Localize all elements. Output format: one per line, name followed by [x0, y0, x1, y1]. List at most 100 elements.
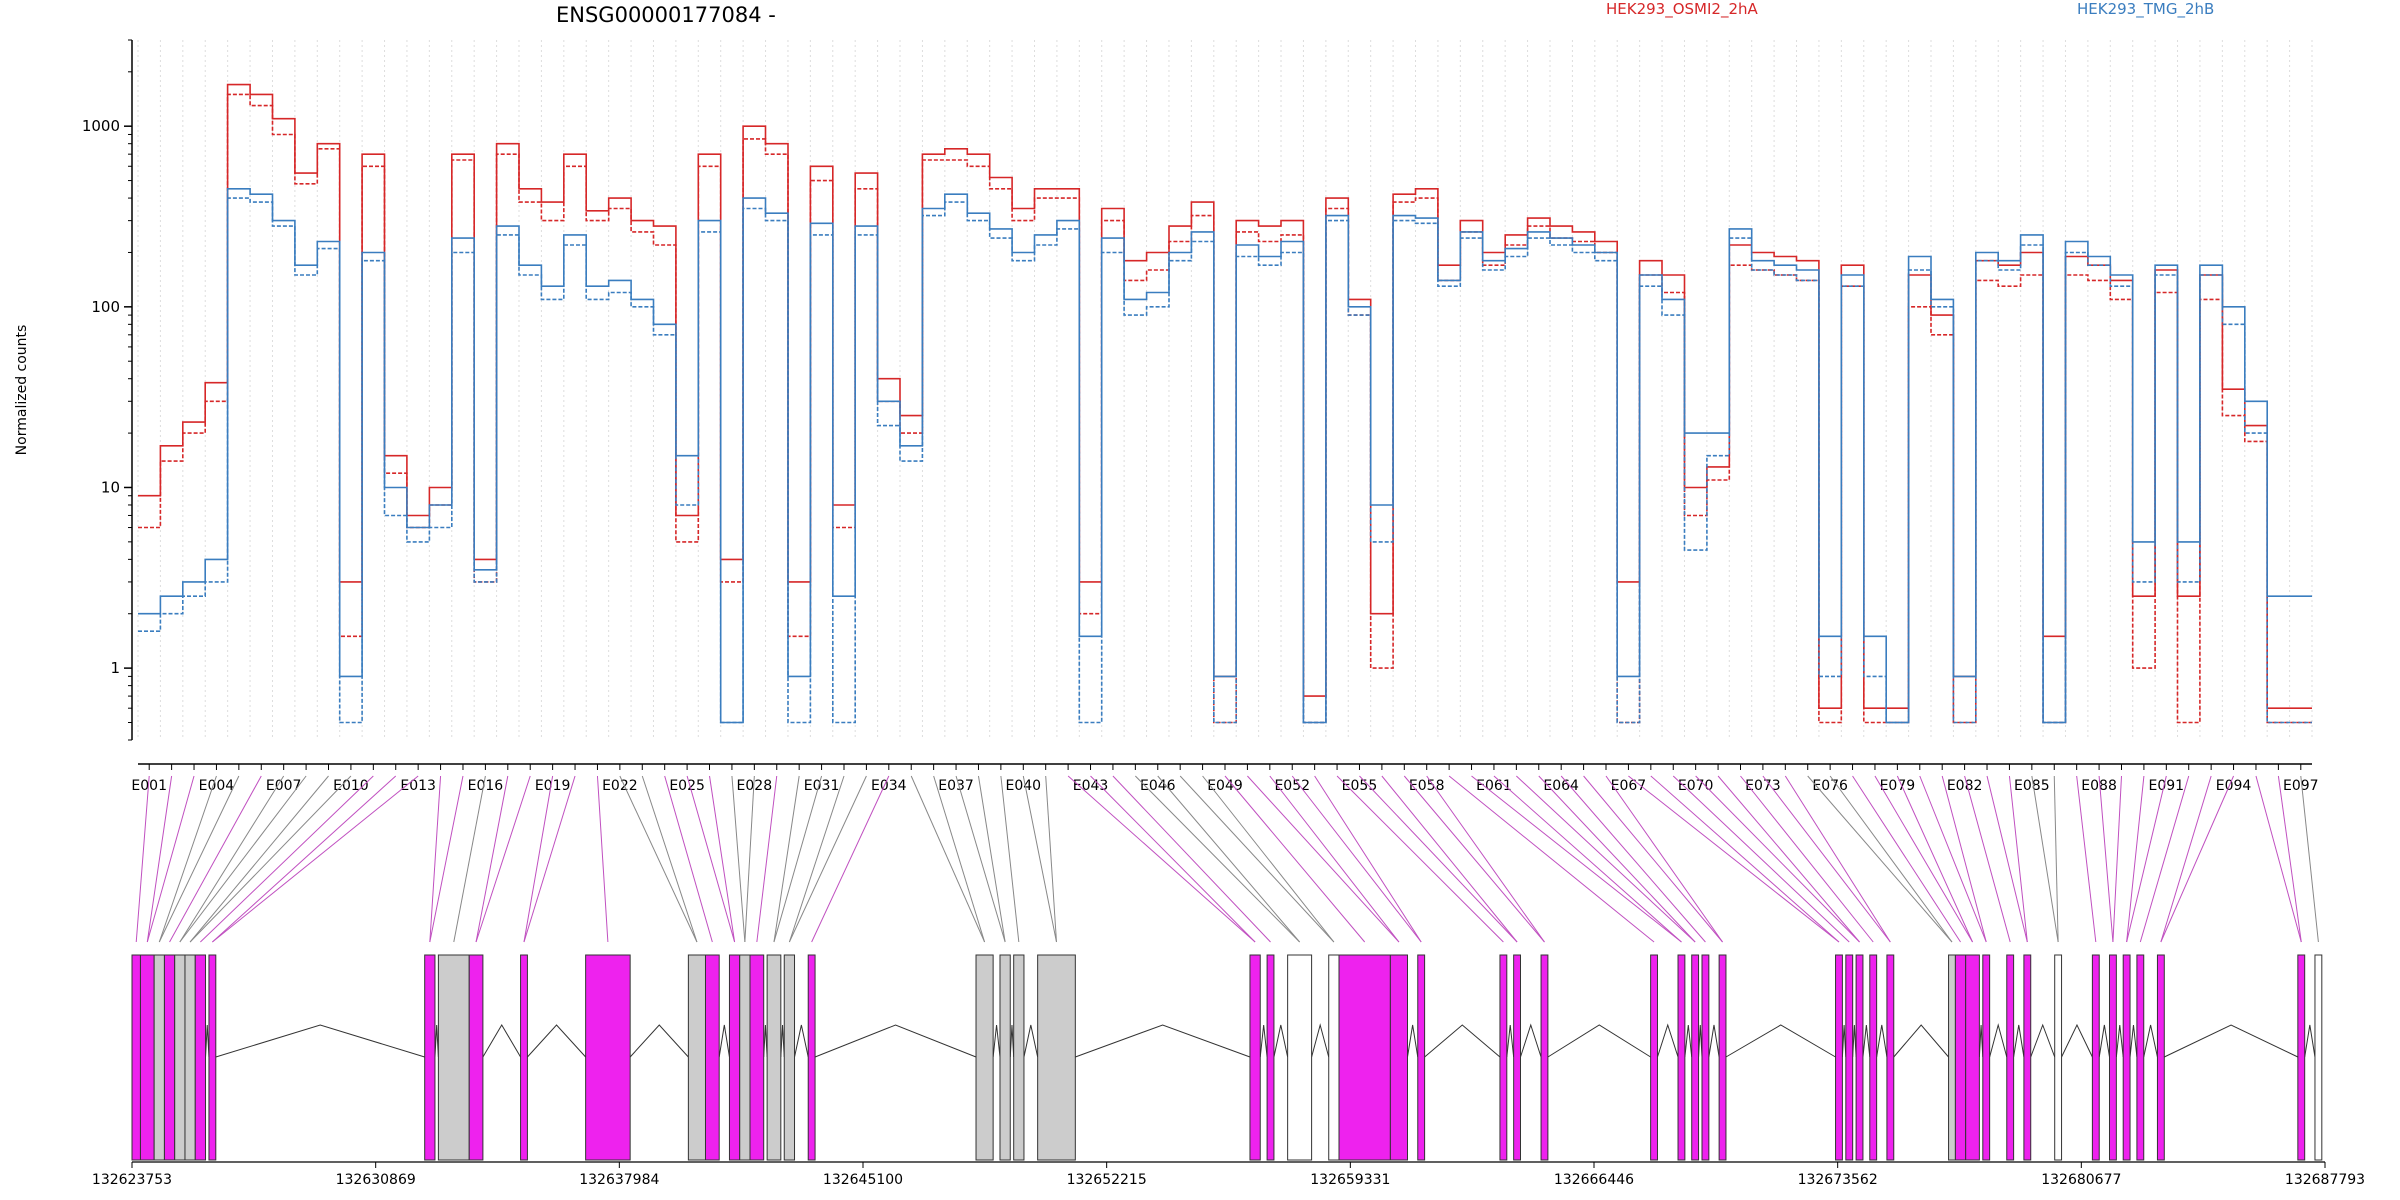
intron-line — [1009, 1024, 1015, 1058]
connector-line — [773, 775, 823, 943]
connector-line — [910, 775, 986, 943]
x-tick-label: E097 — [2283, 778, 2319, 794]
connector-line — [2300, 775, 2319, 943]
connector-line — [596, 775, 609, 943]
exon-box — [2023, 954, 2032, 1161]
intron-line — [1725, 1024, 1836, 1058]
exon-box — [174, 954, 186, 1161]
connector-line — [1157, 775, 1301, 943]
connector-line — [2160, 775, 2235, 943]
y-tick-label: 10 — [101, 478, 120, 496]
connector-line — [2112, 775, 2122, 943]
intron-line — [1520, 1023, 1542, 1058]
intron-line — [718, 1024, 730, 1058]
intron-line — [1989, 1023, 2008, 1058]
intron-line — [629, 1024, 689, 1058]
x-tick-label: E025 — [669, 778, 705, 794]
intron-line — [2061, 1023, 2093, 1058]
connector-line — [189, 775, 352, 943]
connector-line — [1022, 775, 1057, 943]
exon-box — [1845, 954, 1854, 1161]
series-line — [138, 93, 2312, 724]
connector-line — [169, 775, 262, 943]
x-tick-label: E016 — [468, 778, 504, 794]
y-axis-label: Normalized counts — [14, 325, 30, 456]
connector-line — [1740, 775, 1874, 943]
grid-lines — [137, 40, 2313, 740]
exon-box — [468, 954, 484, 1161]
exon-box — [1540, 954, 1549, 1161]
intron-line — [2304, 1024, 2316, 1058]
coord-tick-label: 132687793 — [2285, 1172, 2365, 1188]
coord-tick-label: 132680677 — [2041, 1172, 2121, 1188]
exon-box — [1982, 954, 1991, 1161]
connector-line — [955, 775, 1006, 943]
x-axis: E001 E004 E007 E010 E013 E016 E019 E022 E025 E028… — [131, 763, 2319, 794]
exon-box — [131, 954, 141, 1161]
connector-line — [619, 775, 698, 943]
exon-box — [2109, 954, 2117, 1161]
connector-line — [664, 775, 713, 943]
intron-line — [215, 1024, 425, 1058]
series-line — [138, 197, 2312, 724]
connector-line — [200, 775, 374, 943]
intron-line — [1841, 1024, 1847, 1058]
connector-line — [1852, 775, 1961, 943]
exon-box — [139, 954, 155, 1161]
exon-box — [1965, 954, 1980, 1161]
intron-line — [1657, 1023, 1679, 1058]
connector-line — [1493, 775, 1682, 943]
connector-line — [1650, 775, 1840, 943]
intron-line — [1547, 1024, 1651, 1058]
intron-line — [1023, 1024, 1039, 1058]
x-tick-label: E049 — [1207, 778, 1243, 794]
connector-line — [933, 775, 986, 943]
x-tick-label: E073 — [1745, 778, 1781, 794]
exon-box — [1499, 954, 1508, 1161]
x-tick-label: E094 — [2216, 778, 2252, 794]
connector-line — [1202, 775, 1335, 943]
connector-line — [1583, 775, 1723, 943]
intron-line — [780, 1024, 785, 1058]
connector-line — [212, 775, 419, 943]
connector-line — [1784, 775, 1891, 943]
connector-line — [2277, 775, 2302, 943]
x-tick-label: E061 — [1476, 778, 1512, 794]
connector-line — [1829, 775, 1953, 943]
connector-line — [2053, 775, 2059, 943]
connector-line — [2098, 775, 2114, 943]
intron-line — [1407, 1024, 1419, 1058]
x-tick-label: E091 — [2149, 778, 2185, 794]
connector-line — [1291, 775, 1422, 943]
connector-line — [1762, 775, 1891, 943]
connector-line — [709, 775, 736, 943]
connector-line — [2139, 775, 2190, 943]
exon-box — [184, 954, 196, 1161]
connector-line — [179, 775, 285, 943]
connector-line — [2008, 775, 2028, 943]
connector-line — [523, 775, 554, 943]
intron-line — [814, 1024, 977, 1058]
x-tick-label: E040 — [1005, 778, 1041, 794]
connector-line — [1538, 775, 1696, 943]
exon-box — [1417, 954, 1426, 1161]
exon-box — [424, 954, 436, 1161]
connector-line — [773, 775, 800, 943]
connector-line — [1896, 775, 1973, 943]
exon-box — [1855, 954, 1864, 1161]
exon-box — [1650, 954, 1658, 1161]
exon-box — [2136, 954, 2145, 1161]
connector-line — [788, 775, 867, 943]
x-tick-label: E058 — [1409, 778, 1445, 794]
x-tick-label: E001 — [131, 778, 167, 794]
exon-box — [1701, 954, 1710, 1161]
intron-line — [1075, 1024, 1251, 1058]
coord-tick-label: 132623753 — [92, 1172, 172, 1188]
intron-line — [1876, 1024, 1888, 1058]
exon-box — [2297, 954, 2306, 1161]
intron-line — [2129, 1024, 2138, 1058]
connector-line — [686, 775, 736, 943]
connector-line — [1336, 775, 1504, 943]
exon-box — [1389, 954, 1408, 1161]
